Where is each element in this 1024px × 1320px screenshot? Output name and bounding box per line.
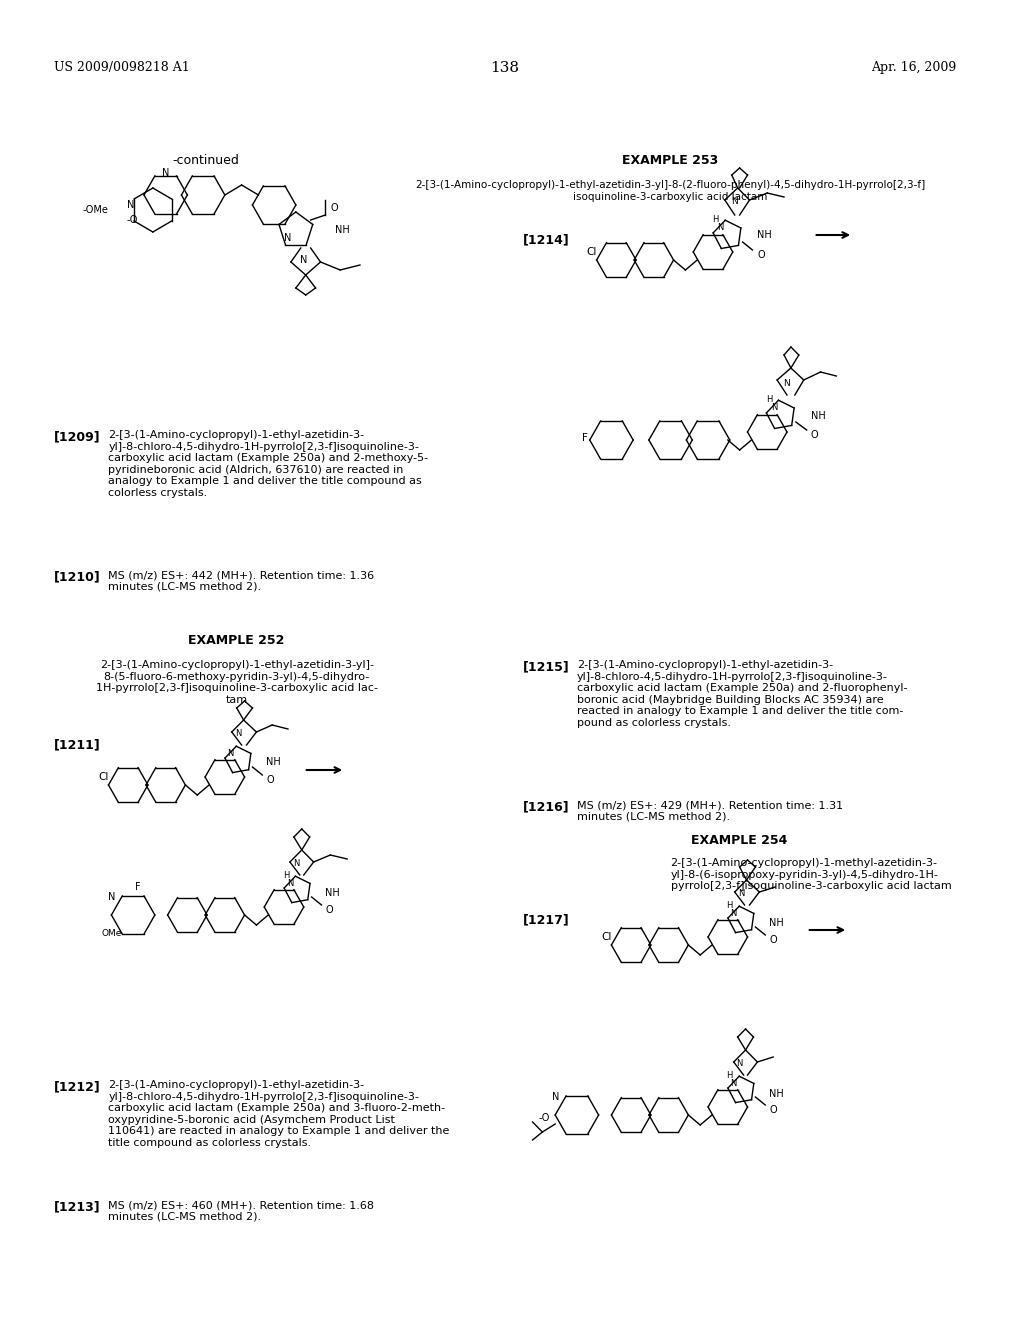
Text: -continued: -continued [173,153,240,166]
Text: N: N [717,223,723,231]
Text: N: N [783,379,791,388]
Text: N: N [287,879,293,887]
Text: 138: 138 [490,61,519,75]
Text: NH: NH [769,1089,784,1100]
Text: 2-[3-(1-Amino-cyclopropyl)-1-ethyl-azetidin-3-yl]-
8-(5-fluoro-6-methoxy-pyridin: 2-[3-(1-Amino-cyclopropyl)-1-ethyl-azeti… [95,660,378,705]
Text: F: F [582,433,588,444]
Text: 2-[3-(1-Amino-cyclopropyl)-1-ethyl-azetidin-3-
yl]-8-chloro-4,5-dihydro-1H-pyrro: 2-[3-(1-Amino-cyclopropyl)-1-ethyl-azeti… [577,660,907,729]
Text: -O: -O [127,215,138,224]
Text: NH: NH [335,224,350,235]
Text: 2-[3-(1-Amino-cyclopropyl)-1-methyl-azetidin-3-
yl]-8-(6-isopropoxy-pyridin-3-yl: 2-[3-(1-Amino-cyclopropyl)-1-methyl-azet… [671,858,951,891]
Text: [1210]: [1210] [54,570,101,583]
Text: 2-[3-(1-Amino-cyclopropyl)-1-ethyl-azetidin-3-
yl]-8-chloro-4,5-dihydro-1H-pyrro: 2-[3-(1-Amino-cyclopropyl)-1-ethyl-azeti… [109,1080,450,1148]
Text: EXAMPLE 254: EXAMPLE 254 [691,833,787,846]
Text: O: O [769,1105,777,1115]
Text: H: H [727,1072,733,1081]
Text: N: N [227,748,233,758]
Text: [1212]: [1212] [54,1080,101,1093]
Text: O: O [331,203,338,213]
Text: N: N [236,730,242,738]
Text: N: N [108,892,115,902]
Text: US 2009/0098218 A1: US 2009/0098218 A1 [54,62,190,74]
Text: N: N [293,859,299,869]
Text: H: H [727,900,733,909]
Text: N: N [162,168,169,178]
Text: N: N [730,908,737,917]
Text: -OMe: -OMe [83,205,109,215]
Text: NH: NH [266,756,281,767]
Text: OMe: OMe [101,928,122,937]
Text: EXAMPLE 253: EXAMPLE 253 [623,153,719,166]
Text: [1214]: [1214] [522,234,569,247]
Text: 2-[3-(1-Amino-cyclopropyl)-1-ethyl-azetidin-3-
yl]-8-chloro-4,5-dihydro-1H-pyrro: 2-[3-(1-Amino-cyclopropyl)-1-ethyl-azeti… [109,430,429,498]
Text: N: N [738,890,744,899]
Text: N: N [771,404,777,412]
Text: N: N [730,1078,737,1088]
Text: [1217]: [1217] [522,913,569,927]
Text: Cl: Cl [98,772,109,781]
Text: [1213]: [1213] [54,1200,101,1213]
Text: H: H [712,215,718,224]
Text: N: N [552,1092,559,1102]
Text: [1211]: [1211] [54,738,101,751]
Text: NH: NH [811,411,825,421]
Text: H: H [766,396,772,404]
Text: N: N [731,198,738,206]
Text: EXAMPLE 252: EXAMPLE 252 [188,634,285,647]
Text: [1209]: [1209] [54,430,101,444]
Text: N: N [285,234,292,243]
Text: NH: NH [326,888,340,898]
Text: MS (m/z) ES+: 442 (MH+). Retention time: 1.36
minutes (LC-MS method 2).: MS (m/z) ES+: 442 (MH+). Retention time:… [109,570,375,591]
Text: Apr. 16, 2009: Apr. 16, 2009 [871,62,956,74]
Text: H: H [283,870,289,879]
Text: O: O [266,775,273,785]
Text: NH: NH [758,230,772,240]
Text: Cl: Cl [587,247,597,257]
Text: NH: NH [769,917,784,928]
Text: MS (m/z) ES+: 429 (MH+). Retention time: 1.31
minutes (LC-MS method 2).: MS (m/z) ES+: 429 (MH+). Retention time:… [577,800,843,821]
Text: -O: -O [539,1113,550,1123]
Text: Cl: Cl [601,932,611,942]
Text: N: N [127,201,135,210]
Text: N: N [736,1060,742,1068]
Text: MS (m/z) ES+: 460 (MH+). Retention time: 1.68
minutes (LC-MS method 2).: MS (m/z) ES+: 460 (MH+). Retention time:… [109,1200,375,1221]
Text: F: F [135,882,141,892]
Text: O: O [758,249,765,260]
Text: N: N [300,255,307,265]
Text: [1215]: [1215] [522,660,569,673]
Text: O: O [811,430,818,440]
Text: 2-[3-(1-Amino-cyclopropyl)-1-ethyl-azetidin-3-yl]-8-(2-fluoro-phenyl)-4,5-dihydr: 2-[3-(1-Amino-cyclopropyl)-1-ethyl-azeti… [416,180,926,202]
Text: O: O [326,906,333,915]
Text: [1216]: [1216] [522,800,569,813]
Text: O: O [769,935,777,945]
